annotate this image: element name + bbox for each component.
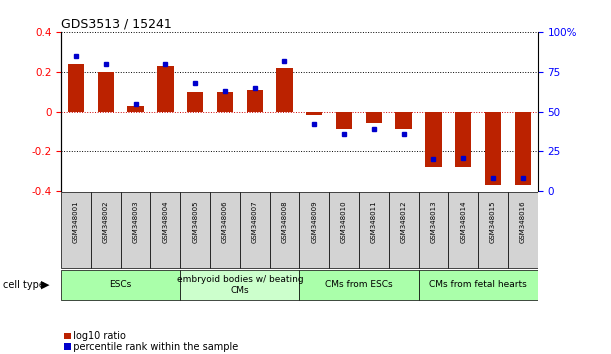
Text: GSM348016: GSM348016 <box>520 200 526 243</box>
Bar <box>246 90 263 112</box>
Text: embryoid bodies w/ beating
CMs: embryoid bodies w/ beating CMs <box>177 275 303 295</box>
Bar <box>180 270 299 300</box>
Bar <box>514 112 531 185</box>
Text: GSM348012: GSM348012 <box>401 200 407 243</box>
Bar <box>121 192 150 268</box>
Bar <box>359 192 389 268</box>
Text: GSM348005: GSM348005 <box>192 200 198 243</box>
Text: GSM348004: GSM348004 <box>163 200 169 243</box>
Bar <box>329 192 359 268</box>
Text: log10 ratio: log10 ratio <box>67 331 126 341</box>
Bar <box>187 92 203 112</box>
Bar <box>336 112 353 130</box>
Bar <box>365 112 382 124</box>
Text: GSM348009: GSM348009 <box>311 200 317 243</box>
Bar <box>508 192 538 268</box>
Bar <box>240 192 269 268</box>
Text: GSM348006: GSM348006 <box>222 200 228 243</box>
Text: GSM348015: GSM348015 <box>490 200 496 243</box>
Bar <box>61 270 180 300</box>
Text: GSM348001: GSM348001 <box>73 200 79 243</box>
Bar <box>210 192 240 268</box>
Bar <box>485 112 501 185</box>
Bar <box>448 192 478 268</box>
Text: GSM348011: GSM348011 <box>371 200 377 243</box>
Text: GSM348013: GSM348013 <box>430 200 436 243</box>
Bar <box>127 105 144 112</box>
Bar <box>217 92 233 112</box>
Bar <box>395 112 412 130</box>
Bar <box>180 192 210 268</box>
Text: CMs from ESCs: CMs from ESCs <box>325 280 393 290</box>
Text: CMs from fetal hearts: CMs from fetal hearts <box>430 280 527 290</box>
Bar <box>455 112 472 167</box>
Bar <box>276 68 293 112</box>
Bar <box>419 270 538 300</box>
Text: percentile rank within the sample: percentile rank within the sample <box>67 342 238 352</box>
Bar <box>157 66 174 112</box>
Text: GSM348003: GSM348003 <box>133 200 139 243</box>
Text: GSM348007: GSM348007 <box>252 200 258 243</box>
Bar <box>306 112 323 115</box>
Text: GSM348014: GSM348014 <box>460 200 466 243</box>
Text: cell type: cell type <box>3 280 45 290</box>
Bar <box>299 270 419 300</box>
Text: GSM348002: GSM348002 <box>103 200 109 243</box>
Bar <box>269 192 299 268</box>
Bar <box>150 192 180 268</box>
Text: GSM348008: GSM348008 <box>282 200 288 243</box>
Text: GDS3513 / 15241: GDS3513 / 15241 <box>61 18 172 31</box>
Bar <box>91 192 120 268</box>
Text: GSM348010: GSM348010 <box>341 200 347 243</box>
Bar <box>419 192 448 268</box>
Bar <box>68 64 84 112</box>
Bar <box>425 112 442 167</box>
Bar <box>61 192 91 268</box>
Bar <box>478 192 508 268</box>
Text: ▶: ▶ <box>41 280 49 290</box>
Text: ESCs: ESCs <box>109 280 132 290</box>
Bar <box>299 192 329 268</box>
Bar <box>98 72 114 112</box>
Bar <box>389 192 419 268</box>
